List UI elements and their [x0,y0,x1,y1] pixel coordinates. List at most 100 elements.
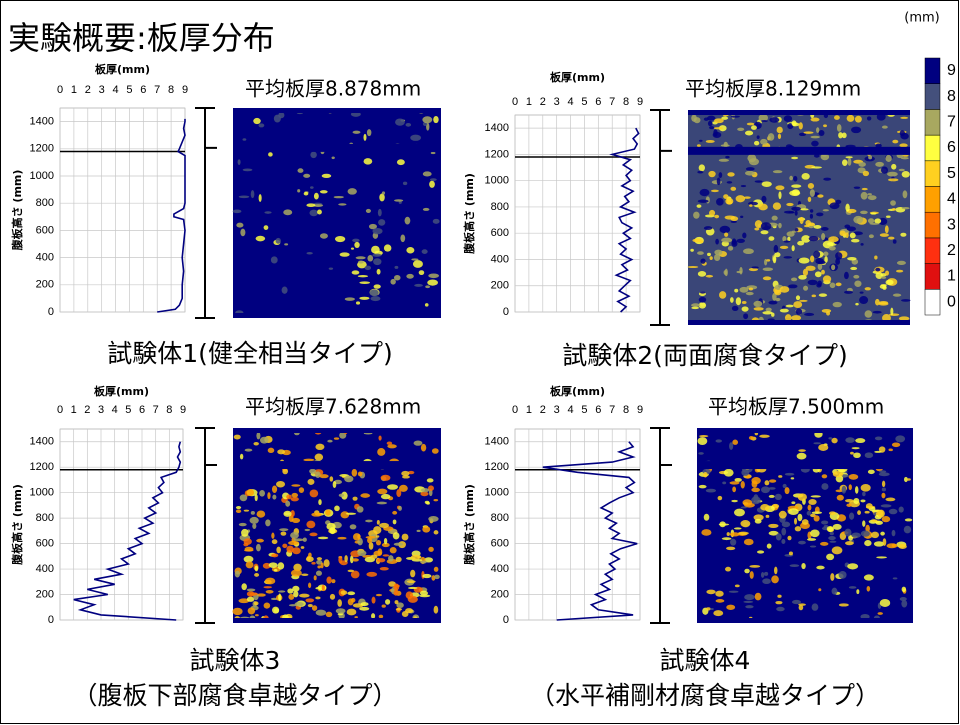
y-tick-label: 1400 [30,436,54,448]
y-tick-label: 200 [36,279,54,291]
heatmap-speckle [768,133,774,141]
heatmap-speckle [746,292,754,295]
heatmap-speckle [839,571,847,579]
heatmap-speckle [769,479,776,482]
heatmap-speckle [253,442,258,445]
y-tick-label: 600 [491,227,509,239]
x-tick-label: 8 [166,404,172,416]
heatmap-speckle [762,578,771,584]
heatmap-speckle [845,499,853,502]
heatmap-speckle [861,531,870,537]
heatmap-speckle [423,171,432,176]
heatmap-speckle [335,236,345,242]
heatmap-speckle [366,572,377,577]
heatmap-speckle [749,565,760,568]
plot-area [60,108,185,312]
heatmap-speckle [879,301,888,304]
heatmap-speckle [730,539,736,546]
specimen-caption: 試験体4 [660,646,751,675]
heatmap-speckle [810,529,819,537]
heatmap-speckle [887,172,898,177]
heatmap-speckle [309,210,318,217]
heatmap-speckle [348,570,355,572]
heatmap-speckle [867,193,871,195]
heatmap-speckle [862,520,865,527]
heatmap-speckle [885,498,895,502]
heatmap-speckle [374,284,381,288]
heatmap-speckle [297,168,303,173]
y-tick-label: 600 [491,538,509,550]
heatmap-speckle [325,510,330,516]
heatmap-speckle [844,291,853,294]
heatmap-speckle [407,580,416,583]
heatmap-speckle [876,556,887,558]
heatmap-speckle [849,513,854,520]
colorbar-swatch [925,58,940,84]
heatmap-speckle [366,209,371,213]
heatmap-speckle [880,285,887,289]
heatmap-speckle [392,511,397,515]
heatmap-speckle [762,181,772,187]
heatmap-speckle [706,607,711,610]
colorbar-label: 2 [947,242,956,259]
heatmap-speckle [292,518,300,523]
heatmap-speckle [361,602,369,606]
heatmap-speckle [293,591,298,598]
x-axis-title: 板厚(mm) [550,70,605,84]
heatmap-speckle [706,140,715,143]
heatmap-speckle [789,176,793,181]
heatmap-speckle [749,436,754,440]
heatmap-speckle [758,204,768,211]
heatmap-speckle [821,233,825,240]
heatmap-speckle [847,257,856,260]
heatmap-speckle [268,152,273,156]
heatmap-speckle [847,226,856,231]
heatmap-speckle [428,547,433,552]
heatmap-speckle [830,283,836,289]
heatmap-speckle [785,473,795,476]
heatmap-speckle [842,133,847,139]
heatmap-speckle [868,155,872,159]
heatmap-speckle [768,236,774,240]
heatmap-speckle [868,470,875,474]
heatmap-speckle [732,306,739,311]
heatmap-speckle [869,234,874,238]
heatmap-speckle [249,592,258,595]
heatmap-speckle [816,212,823,216]
specimen-caption: （水平補剛材腐食卓越タイプ） [530,681,880,710]
heatmap-speckle [887,543,898,548]
heatmap-speckle [425,285,430,288]
heatmap-speckle [353,497,358,501]
heatmap-speckle [757,550,764,553]
heatmap-speckle [360,493,370,498]
heatmap-speckle [430,178,437,181]
heatmap-speckle [792,189,800,195]
heatmap-speckle [888,178,898,181]
specimen-caption: 試験体3 [190,646,281,675]
heatmap-speckle [698,452,703,455]
heatmap-speckle [346,513,356,515]
heatmap-speckle [699,164,705,171]
heatmap-speckle [713,132,722,138]
heatmap-speckle [708,121,712,126]
heatmap-speckle [860,499,865,502]
heatmap-speckle [239,523,247,526]
heatmap-speckle [766,515,770,518]
colorbar-label: 6 [947,139,956,156]
heatmap-speckle [730,481,740,484]
heatmap-speckle [902,587,906,593]
plot-area [515,429,640,620]
heatmap-speckle [309,469,316,474]
heatmap-speckle [719,523,730,525]
y-tick-label: 1000 [485,175,509,187]
x-tick-label: 1 [71,404,77,416]
heatmap-speckle [821,483,828,490]
heatmap-speckle [725,156,729,158]
heatmap-speckle [761,486,770,493]
heatmap-speckle [241,583,246,590]
heatmap-speckle [732,487,736,493]
heatmap-speckle [818,444,828,451]
heatmap-speckle [283,511,291,517]
heatmap-speckle [395,600,399,604]
heatmap-speckle [797,453,807,460]
